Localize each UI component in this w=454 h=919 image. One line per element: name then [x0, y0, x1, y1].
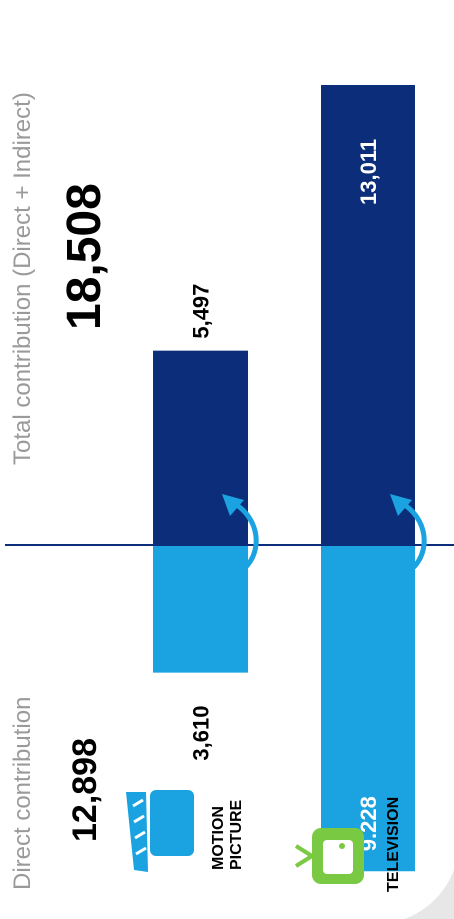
total-bar-television — [321, 85, 415, 545]
direct-value-label: 3,610 — [189, 706, 214, 761]
category-label-motion-line1: MOTION — [210, 806, 227, 870]
direct-bar-motion-picture — [153, 545, 248, 673]
category-label-motion-line2: PICTURE — [228, 799, 245, 870]
television-icon — [294, 828, 364, 884]
curved-arrow-motion — [222, 494, 259, 581]
total-value-label: 5,497 — [189, 284, 214, 339]
total-bar-motion-picture — [153, 350, 248, 545]
direct-axis-label: Direct contribution — [9, 697, 36, 890]
category-label-television: TELEVISION — [385, 797, 402, 892]
curved-arrow-tv — [390, 494, 427, 581]
direct-bar-television — [321, 545, 415, 872]
direct-total-value: 12,898 — [66, 738, 104, 842]
total-axis-label: Total contribution (Direct + Indirect) — [9, 92, 36, 465]
total-total-value: 18,508 — [58, 183, 111, 330]
total-value-label: 13,011 — [356, 139, 381, 205]
page-corner — [405, 870, 454, 919]
clapperboard-icon — [126, 790, 194, 872]
